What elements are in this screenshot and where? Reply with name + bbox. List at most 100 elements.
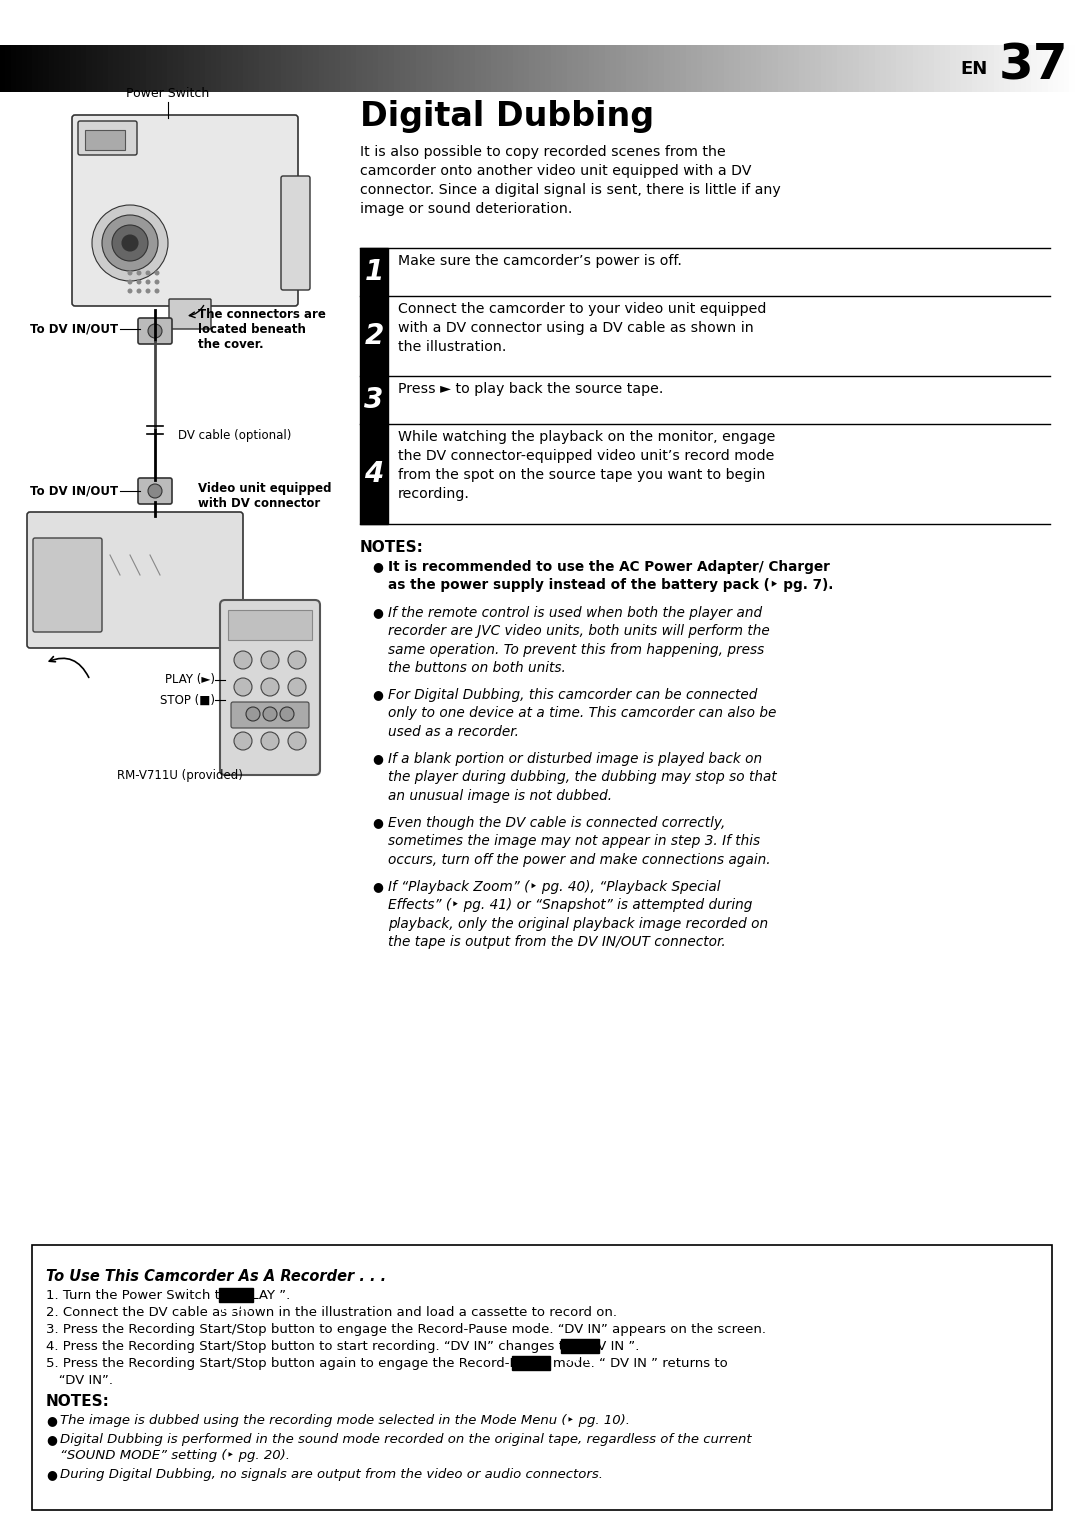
Bar [184, 44, 189, 92]
Bar [1042, 44, 1048, 92]
Circle shape [234, 652, 252, 668]
Bar [97, 44, 103, 92]
Bar [821, 44, 826, 92]
Bar [346, 44, 351, 92]
Text: ●: ● [372, 606, 383, 619]
Bar [11, 44, 16, 92]
Circle shape [136, 279, 141, 285]
Bar [113, 44, 119, 92]
Text: 2: 2 [364, 322, 383, 350]
Bar [205, 44, 211, 92]
Bar [59, 44, 65, 92]
Bar [713, 44, 718, 92]
Bar [38, 44, 43, 92]
Bar [724, 44, 729, 92]
Bar [475, 44, 481, 92]
Bar [130, 44, 135, 92]
Bar [599, 44, 605, 92]
Bar [378, 44, 383, 92]
Bar [1075, 44, 1080, 92]
Bar [869, 44, 875, 92]
Bar [238, 44, 243, 92]
Bar [686, 44, 691, 92]
Bar [567, 44, 572, 92]
Bar [286, 44, 292, 92]
Bar [535, 44, 540, 92]
Bar [810, 44, 815, 92]
Bar [734, 44, 740, 92]
Bar [756, 44, 761, 92]
Bar [788, 44, 794, 92]
Bar [356, 44, 362, 92]
Bar [512, 1357, 550, 1371]
Bar [999, 44, 1004, 92]
Bar [400, 44, 405, 92]
Circle shape [288, 678, 306, 696]
Bar [173, 44, 178, 92]
Bar [1021, 44, 1026, 92]
Bar [923, 44, 929, 92]
Bar [157, 44, 162, 92]
Circle shape [136, 270, 141, 276]
Bar [319, 44, 324, 92]
FancyBboxPatch shape [231, 702, 309, 728]
Bar [373, 44, 378, 92]
FancyBboxPatch shape [33, 538, 102, 632]
Bar [572, 44, 578, 92]
Bar [875, 44, 880, 92]
Bar [583, 44, 589, 92]
FancyBboxPatch shape [32, 1245, 1052, 1510]
Text: To Use This Camcorder As A Recorder . . .: To Use This Camcorder As A Recorder . . … [46, 1269, 387, 1285]
Text: If the remote control is used when both the player and
recorder are JVC video un: If the remote control is used when both … [388, 606, 770, 675]
Circle shape [127, 288, 133, 293]
Bar [1037, 44, 1042, 92]
Bar [232, 44, 238, 92]
Circle shape [280, 707, 294, 721]
Bar [22, 44, 27, 92]
Bar [556, 44, 562, 92]
Circle shape [154, 270, 160, 276]
Text: The connectors are
located beneath
the cover.: The connectors are located beneath the c… [198, 308, 326, 351]
Bar [383, 44, 389, 92]
Bar [313, 44, 319, 92]
Bar [497, 44, 502, 92]
Text: 1. Turn the Power Switch to “ PLAY ”.: 1. Turn the Power Switch to “ PLAY ”. [46, 1289, 291, 1302]
Bar [405, 44, 410, 92]
Bar [880, 44, 886, 92]
Circle shape [122, 235, 138, 251]
Circle shape [246, 707, 260, 721]
Bar [551, 44, 556, 92]
Bar [1069, 44, 1075, 92]
Bar [162, 44, 167, 92]
Bar [918, 44, 923, 92]
Bar [389, 44, 394, 92]
Text: NOTES:: NOTES: [46, 1393, 110, 1409]
Text: Connect the camcorder to your video unit equipped
with a DV connector using a DV: Connect the camcorder to your video unit… [399, 302, 767, 354]
Text: ●: ● [372, 688, 383, 701]
Bar [1048, 44, 1053, 92]
Bar [108, 44, 113, 92]
Bar [934, 44, 940, 92]
Text: ●: ● [372, 560, 383, 573]
Bar [826, 44, 832, 92]
Circle shape [234, 678, 252, 696]
Circle shape [148, 484, 162, 498]
FancyBboxPatch shape [72, 115, 298, 307]
Bar [994, 44, 999, 92]
Bar [43, 44, 49, 92]
Bar [394, 44, 400, 92]
Bar [605, 44, 610, 92]
Bar [632, 44, 637, 92]
Bar [1053, 44, 1058, 92]
Bar [221, 44, 227, 92]
Bar [664, 44, 670, 92]
Bar [194, 44, 200, 92]
Bar [360, 425, 388, 524]
Bar [977, 44, 983, 92]
Bar [281, 44, 286, 92]
Bar [783, 44, 788, 92]
Bar [832, 44, 837, 92]
Bar [859, 44, 864, 92]
Bar [248, 44, 254, 92]
Bar [886, 44, 891, 92]
